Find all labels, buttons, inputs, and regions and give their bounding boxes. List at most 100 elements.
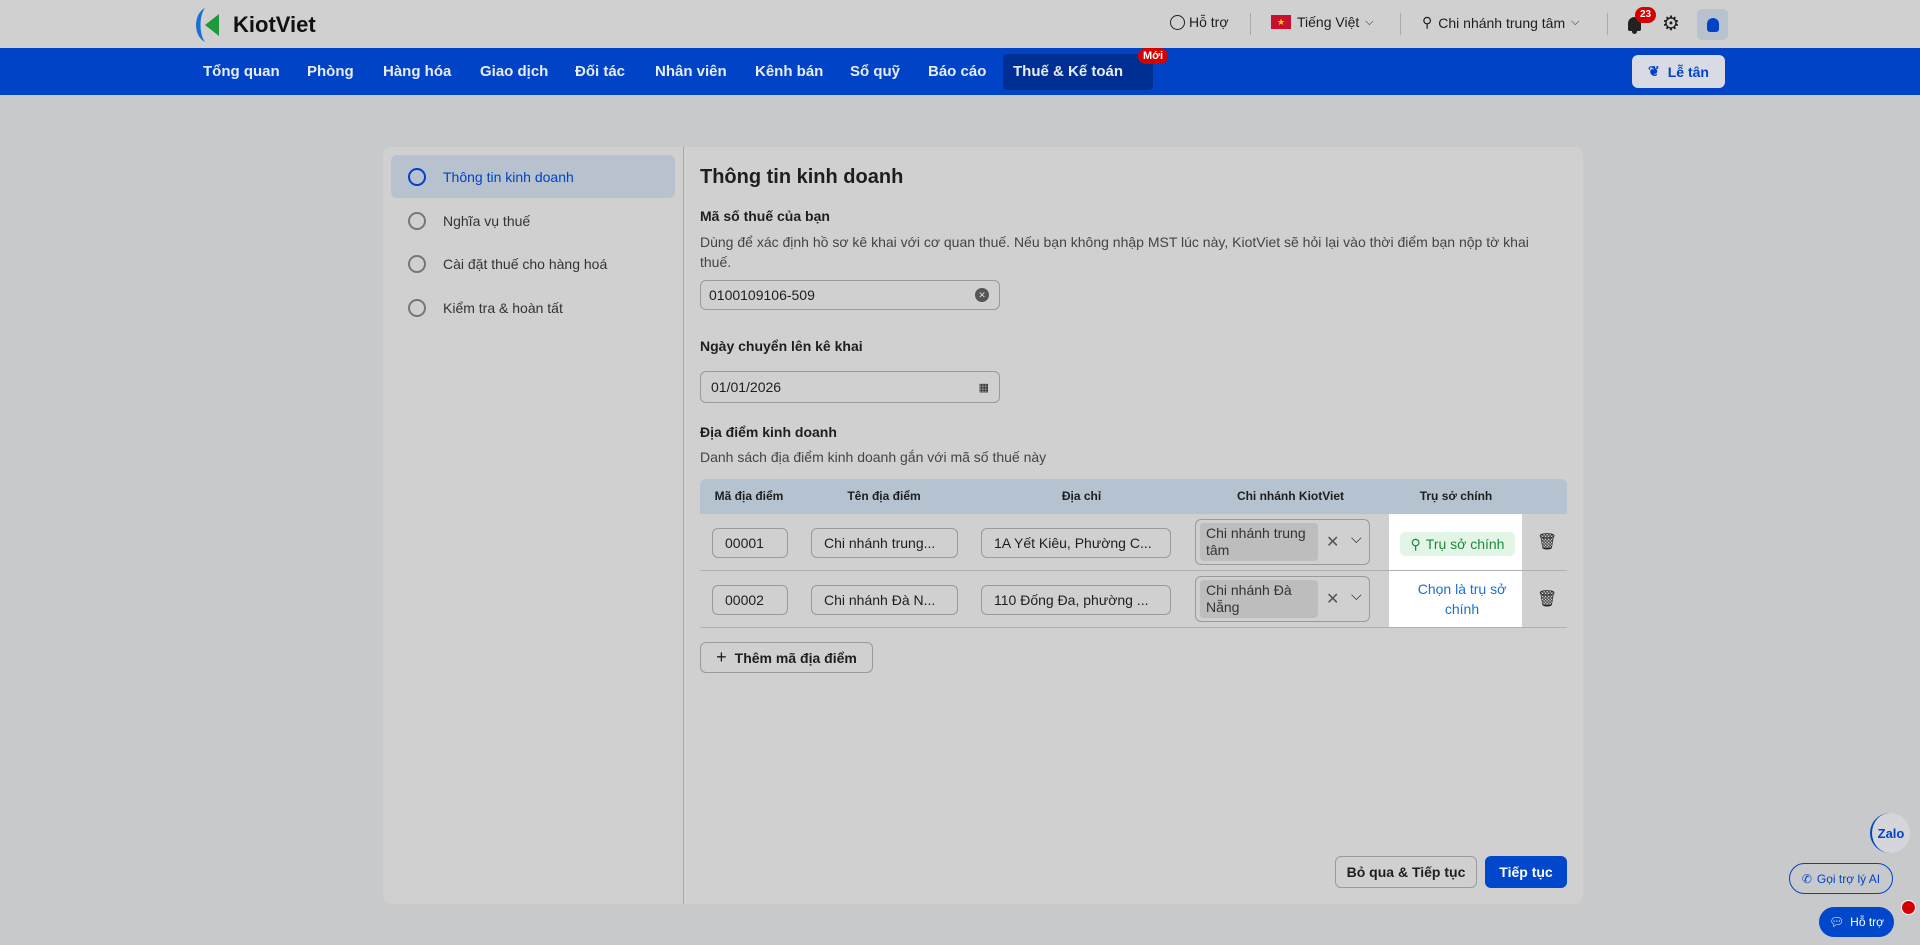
branch-label: Chi nhánh trung tâm — [1438, 14, 1566, 31]
calendar-icon[interactable]: ▦ — [978, 381, 989, 394]
chevron-down-icon[interactable]: ⌵ — [1351, 530, 1362, 546]
nav-reports[interactable]: Báo cáo — [928, 63, 987, 80]
vietnam-flag-icon: ★ — [1271, 15, 1291, 29]
step-label: Kiểm tra & hoàn tất — [443, 299, 563, 316]
step-label: Cài đặt thuế cho hàng hoá — [443, 255, 608, 272]
row-divider — [700, 570, 1567, 571]
declaration-date-label: Ngày chuyển lên kê khai — [700, 338, 863, 354]
logo[interactable]: KiotViet — [191, 8, 316, 42]
trash-icon[interactable]: 🗑︎ — [1537, 534, 1558, 551]
step-circle-icon — [408, 298, 426, 317]
add-location-label: Thêm mã địa điểm — [734, 649, 857, 666]
nav-tax-accounting[interactable]: Thuế & Kế toán — [1003, 54, 1153, 90]
location-code-input[interactable]: 00002 — [712, 585, 788, 615]
support-chat-label: Hỗ trợ — [1850, 915, 1885, 929]
skip-continue-button[interactable]: Bỏ qua & Tiếp tục — [1335, 856, 1477, 888]
tax-code-description: Dùng để xác định hồ sơ kê khai với cơ qu… — [700, 234, 1529, 270]
language-select[interactable]: ★ Tiếng Việt ⌵ — [1271, 14, 1374, 30]
zalo-icon: Zalo — [1877, 825, 1905, 841]
notifications-button[interactable]: 23 — [1625, 7, 1657, 37]
top-bar: KiotViet Hỗ trợ ★ Tiếng Việt ⌵ ⚲ Chi nhá… — [0, 0, 1920, 48]
tax-code-input[interactable]: 0100109106-509 ✕ — [700, 280, 1000, 310]
new-badge: Mới — [1138, 48, 1169, 64]
business-location-description: Danh sách địa điểm kinh doanh gắn với mã… — [700, 449, 1047, 465]
divider — [1400, 13, 1401, 35]
col-address: Địa chỉ — [1061, 489, 1102, 503]
col-code: Mã địa điểm — [714, 489, 784, 503]
remove-icon[interactable]: ✕ — [1326, 534, 1340, 551]
nav-sales-channels[interactable]: Kênh bán — [755, 63, 824, 80]
page-title: Thông tin kinh doanh — [700, 166, 904, 188]
nav-staff[interactable]: Nhân viên — [655, 63, 727, 80]
business-location-label: Địa điểm kinh doanh — [700, 424, 837, 440]
divider — [1607, 13, 1608, 35]
address-input[interactable]: 1A Yết Kiêu, Phường C... — [981, 528, 1171, 558]
nav-products[interactable]: Hàng hóa — [383, 63, 452, 80]
location-code-input[interactable]: 00001 — [712, 528, 788, 558]
chevron-down-icon: ⌵ — [1571, 16, 1580, 28]
nav-overview[interactable]: Tổng quan — [203, 63, 280, 80]
hq-label: Trụ sở chính — [1425, 536, 1505, 552]
nav-cashbook[interactable]: Sổ quỹ — [850, 63, 901, 80]
step-review[interactable]: Kiểm tra & hoàn tất — [391, 286, 675, 329]
phone-icon: ✆ — [1801, 871, 1812, 886]
chat-icon: 💬︎ — [1828, 915, 1845, 929]
declaration-date-input[interactable]: 01/01/2026 ▦ — [700, 371, 1000, 403]
hq-badge: ⚲ Trụ sở chính — [1400, 532, 1515, 556]
branch-select[interactable]: Chi nhánh trung tâm ✕ ⌵ — [1195, 519, 1370, 565]
support-link[interactable]: Hỗ trợ — [1170, 14, 1229, 30]
nav-partners[interactable]: Đối tác — [575, 63, 626, 80]
location-pin-icon: ⚲ — [1410, 535, 1421, 552]
support-chat-button[interactable]: 💬︎ Hỗ trợ — [1819, 907, 1894, 937]
nav-rooms[interactable]: Phòng — [307, 63, 354, 80]
locations-table: Mã địa điểm Tên địa điểm Địa chỉ Chi nhá… — [700, 479, 1567, 628]
location-name-input[interactable]: Chi nhánh Đà N... — [811, 585, 958, 615]
nav-transactions[interactable]: Giao dịch — [480, 63, 549, 80]
setup-panel: Thông tin kinh doanh Nghĩa vụ thuế Cài đ… — [383, 147, 1583, 904]
step-circle-icon — [408, 167, 426, 186]
branch-select[interactable]: ⚲ Chi nhánh trung tâm ⌵ — [1422, 14, 1579, 31]
unread-dot — [1901, 900, 1916, 915]
chevron-down-icon[interactable]: ⌵ — [1351, 587, 1362, 603]
ai-assistant-button[interactable]: ✆ Gọi trợ lý AI — [1789, 863, 1893, 894]
logo-text: KiotViet — [233, 12, 316, 37]
col-name: Tên địa điểm — [847, 489, 921, 503]
add-location-button[interactable]: + Thêm mã địa điểm — [700, 642, 873, 673]
notification-count: 23 — [1635, 7, 1657, 23]
location-pin-icon: ⚲ — [1422, 14, 1433, 30]
table-header — [700, 479, 1567, 514]
col-branch: Chi nhánh KiotViet — [1236, 489, 1345, 503]
reception-label: Lễ tân — [1667, 63, 1709, 80]
settings-button[interactable]: ⚙ — [1662, 11, 1680, 36]
lotus-icon: ❦ — [1648, 63, 1660, 79]
col-hq: Trụ sở chính — [1419, 489, 1493, 503]
trash-icon[interactable]: 🗑︎ — [1537, 591, 1558, 608]
step-product-tax[interactable]: Cài đặt thuế cho hàng hoá — [391, 242, 675, 285]
gear-icon: ⚙ — [1662, 13, 1680, 35]
branch-chip: Chi nhánh Đà Nẵng — [1200, 580, 1318, 618]
reception-button[interactable]: ❦ Lễ tân — [1632, 55, 1725, 88]
clear-icon[interactable]: ✕ — [975, 288, 989, 302]
sidebar-divider — [683, 147, 684, 904]
bell-clapper — [1632, 31, 1637, 34]
step-business-info[interactable]: Thông tin kinh doanh — [391, 155, 675, 198]
continue-button[interactable]: Tiếp tục — [1485, 856, 1567, 888]
set-hq-link[interactable]: Chọn là trụ sở chính — [1417, 581, 1507, 617]
avatar[interactable] — [1697, 9, 1728, 40]
branch-chip: Chi nhánh trung tâm — [1200, 523, 1318, 561]
ai-label: Gọi trợ lý AI — [1816, 871, 1881, 886]
branch-select[interactable]: Chi nhánh Đà Nẵng ✕ ⌵ — [1195, 576, 1370, 622]
location-name-input[interactable]: Chi nhánh trung... — [811, 528, 958, 558]
tax-code-value: 0100109106-509 — [709, 287, 815, 303]
row-divider — [700, 627, 1567, 628]
divider — [1250, 13, 1251, 35]
step-tax-obligation[interactable]: Nghĩa vụ thuế — [391, 199, 675, 242]
remove-icon[interactable]: ✕ — [1326, 591, 1340, 608]
plus-icon: + — [716, 647, 727, 667]
step-label: Nghĩa vụ thuế — [443, 212, 531, 229]
address-input[interactable]: 110 Đống Đa, phường ... — [981, 585, 1171, 615]
step-label: Thông tin kinh doanh — [443, 168, 574, 185]
user-icon — [1706, 17, 1719, 32]
zalo-button[interactable]: Zalo — [1870, 813, 1910, 853]
kiotviet-logo-icon — [196, 8, 219, 42]
